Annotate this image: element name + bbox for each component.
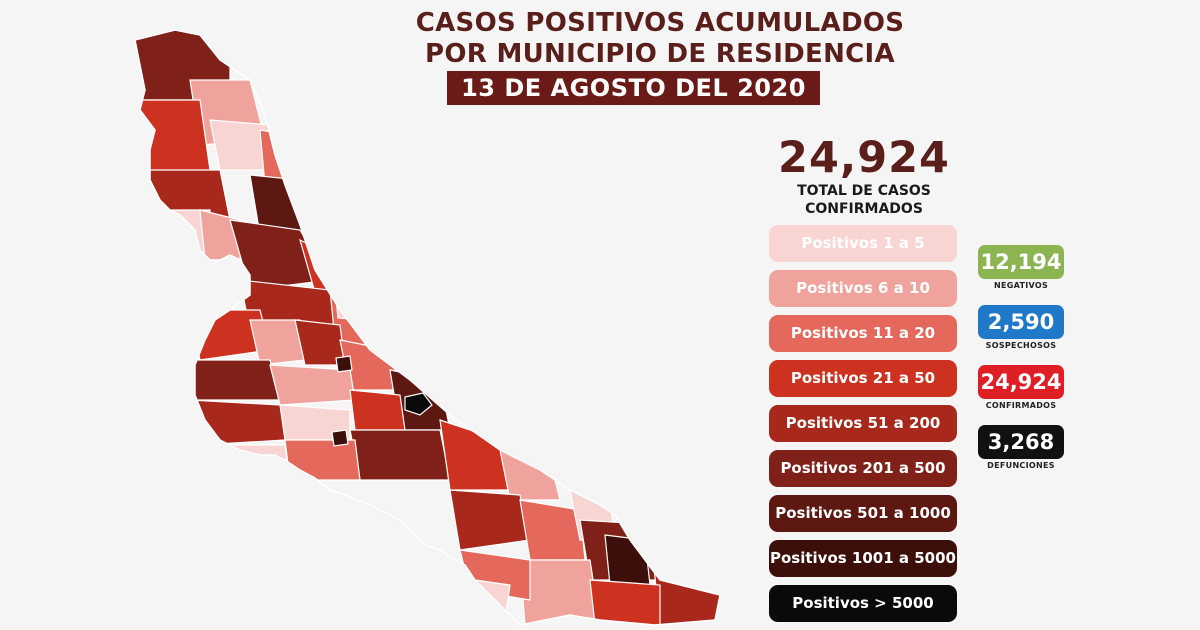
date-banner: 13 DE AGOSTO DEL 2020: [447, 71, 820, 105]
legend-item: Positivos > 5000: [769, 585, 957, 622]
legend-item: Positivos 11 a 20: [769, 315, 957, 352]
map-region: [404, 392, 433, 416]
map-region: [349, 429, 451, 481]
veracruz-choropleth-map: [134, 29, 721, 626]
map-region: [189, 399, 286, 446]
map-region: [604, 534, 651, 586]
map-region: [189, 359, 281, 401]
legend-item: Positivos 201 a 500: [769, 450, 957, 487]
map-region: [335, 355, 353, 373]
total-label-line-2: CONFIRMADOS: [805, 201, 923, 217]
map-region: [449, 489, 531, 551]
stat-label: CONFIRMADOS: [985, 401, 1057, 410]
stat-label: DEFUNCIONES: [987, 461, 1055, 470]
map-region: [331, 429, 349, 447]
map-region: [649, 529, 720, 625]
map-region: [334, 289, 366, 321]
stat-label: SOSPECHOSOS: [985, 341, 1057, 350]
stat-label: NEGATIVOS: [993, 281, 1049, 290]
map-region: [349, 389, 406, 431]
map-region: [139, 209, 211, 271]
map-region: [519, 559, 601, 625]
stat-value: 3,268: [978, 425, 1064, 459]
stat-negativos: 12,194 NEGATIVOS: [978, 245, 1064, 293]
legend-item: Positivos 1 a 5: [769, 225, 957, 262]
stat-sospechosos: 2,590 SOSPECHOSOS: [978, 305, 1064, 353]
map-region: [439, 419, 511, 491]
stat-value: 24,924: [978, 365, 1064, 399]
map-legend: Positivos 1 a 5 Positivos 6 a 10 Positivos…: [769, 225, 957, 630]
total-cases-number: 24,924: [778, 133, 950, 183]
total-label-line-1: TOTAL DE CASOS: [797, 183, 931, 199]
legend-item: Positivos 21 a 50: [769, 360, 957, 397]
stat-confirmados: 24,924 CONFIRMADOS: [978, 365, 1064, 413]
legend-item: Positivos 6 a 10: [769, 270, 957, 307]
legend-item: Positivos 1001 a 5000: [769, 540, 957, 577]
title-line-2: POR MUNICIPIO DE RESIDENCIA: [425, 39, 895, 69]
title-line-1: CASOS POSITIVOS ACUMULADOS: [415, 8, 905, 38]
page-title: CASOS POSITIVOS ACUMULADOS POR MUNICIPIO…: [330, 8, 990, 70]
state-outline: [134, 29, 721, 626]
legend-item: Positivos 51 a 200: [769, 405, 957, 442]
map-region: [284, 439, 361, 481]
map-region: [589, 579, 661, 625]
stat-defunciones: 3,268 DEFUNCIONES: [978, 425, 1064, 473]
map-region: [499, 449, 561, 501]
stat-value: 2,590: [978, 305, 1064, 339]
legend-item: Positivos 501 a 1000: [769, 495, 957, 532]
stat-value: 12,194: [978, 245, 1064, 279]
total-cases-label: TOTAL DE CASOS CONFIRMADOS: [770, 182, 958, 218]
stats-panel: 12,194 NEGATIVOS 2,590 SOSPECHOSOS 24,924 CON…: [978, 245, 1064, 485]
